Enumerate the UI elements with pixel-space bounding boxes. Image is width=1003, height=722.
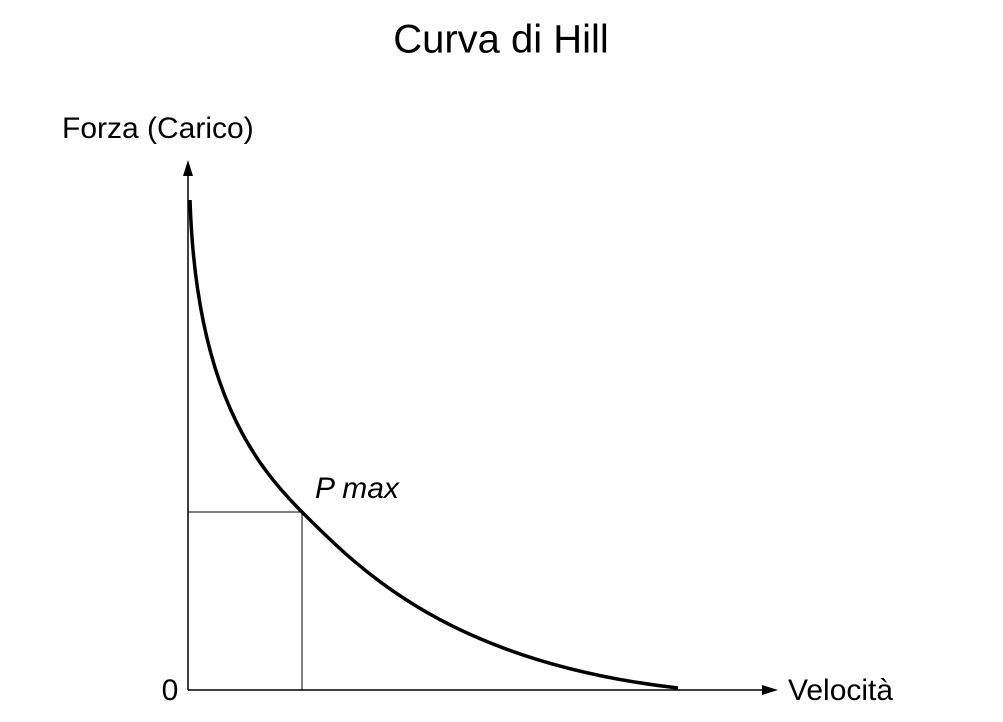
title: Curva di Hill: [393, 18, 609, 62]
y-arrow: [183, 160, 193, 176]
origin-label: 0: [162, 674, 179, 707]
x-axis-label: Velocità: [788, 674, 893, 707]
hill-curve: [188, 199, 679, 690]
y-axis-label: Forza (Carico): [62, 112, 254, 145]
point-label: P max: [315, 472, 400, 505]
x-arrow: [762, 685, 778, 695]
